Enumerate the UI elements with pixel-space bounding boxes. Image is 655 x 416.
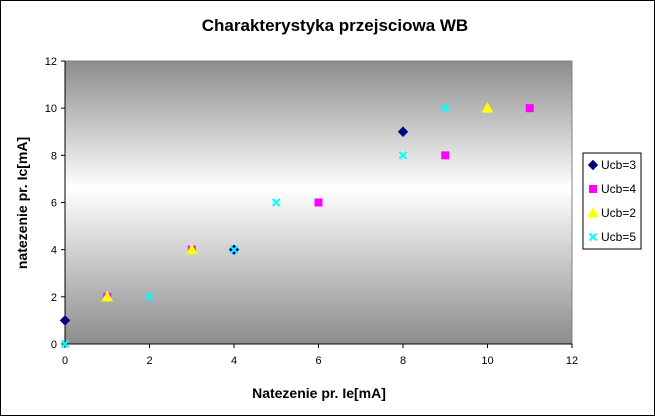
x-tick-label: 4 xyxy=(231,355,237,367)
y-tick-label: 0 xyxy=(51,339,57,351)
legend: Ucb=3 Ucb=4 Ucb=2 Ucb=5 xyxy=(582,152,642,250)
legend-marker xyxy=(589,185,597,193)
data-point xyxy=(441,151,450,160)
data-point xyxy=(481,102,494,113)
data-point xyxy=(60,339,70,349)
y-tick-label: 4 xyxy=(51,245,57,257)
data-point xyxy=(314,198,323,207)
y-tick-label: 2 xyxy=(51,292,57,304)
x-axis-label: Natezenie pr. Ie[mA] xyxy=(252,385,386,401)
legend-label: Ucb=4 xyxy=(601,182,636,196)
legend-entry: Ucb=2 xyxy=(587,206,636,220)
y-tick-label: 10 xyxy=(45,103,57,115)
y-tick-label: 12 xyxy=(45,56,57,68)
x-tick-label: 6 xyxy=(315,355,321,367)
legend-marker xyxy=(587,159,599,171)
y-ticks: 0 2 4 6 8 10 12 xyxy=(45,56,65,351)
legend-label: Ucb=2 xyxy=(601,206,636,220)
x-ticks: 0 2 4 6 8 10 12 xyxy=(62,344,578,367)
legend-entry: Ucb=5 xyxy=(588,230,636,244)
data-point xyxy=(441,103,450,113)
data-point xyxy=(398,151,408,160)
data-point xyxy=(397,126,409,137)
data-point xyxy=(59,315,71,326)
legend-label: Ucb=5 xyxy=(601,230,636,244)
series-layer xyxy=(59,102,534,349)
data-point xyxy=(145,292,154,302)
x-tick-label: 10 xyxy=(481,355,493,367)
legend-entry: Ucb=3 xyxy=(587,158,636,172)
legend-entry: Ucb=4 xyxy=(589,182,636,196)
legend-marker xyxy=(588,232,598,242)
y-tick-label: 6 xyxy=(51,198,57,210)
data-point xyxy=(101,290,114,302)
y-tick-label: 8 xyxy=(51,150,57,162)
legend-marker xyxy=(587,206,599,218)
data-point xyxy=(185,243,198,255)
y-axis-label: natezenie pr. Ic[mA] xyxy=(14,137,30,269)
series-Ucb=2 xyxy=(101,102,494,302)
x-tick-label: 0 xyxy=(62,355,68,367)
legend-label: Ucb=3 xyxy=(601,158,636,172)
chart-title: Charakterystyka przejsciowa WB xyxy=(202,16,468,35)
x-tick-label: 2 xyxy=(146,355,152,367)
data-point xyxy=(525,104,534,113)
x-tick-label: 12 xyxy=(566,355,578,367)
x-tick-label: 8 xyxy=(400,355,406,367)
data-point xyxy=(229,245,239,254)
series-Ucb=5 xyxy=(60,103,450,349)
data-point xyxy=(272,198,281,207)
